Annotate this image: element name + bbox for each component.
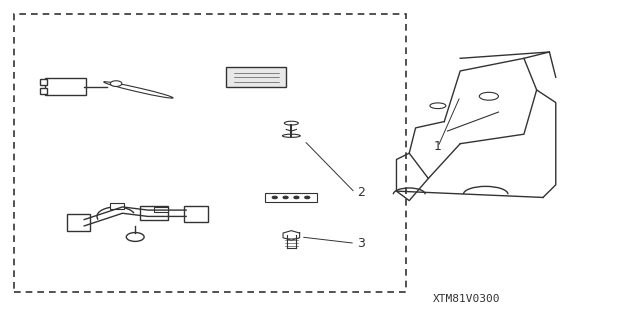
Bar xyxy=(40,79,47,85)
FancyBboxPatch shape xyxy=(45,78,86,95)
Ellipse shape xyxy=(282,134,300,137)
Text: 2: 2 xyxy=(358,186,365,199)
FancyBboxPatch shape xyxy=(67,214,90,231)
Polygon shape xyxy=(283,231,300,240)
Ellipse shape xyxy=(104,82,173,98)
Ellipse shape xyxy=(284,121,298,125)
Text: 1: 1 xyxy=(434,140,442,153)
FancyBboxPatch shape xyxy=(184,206,209,222)
Ellipse shape xyxy=(479,92,499,100)
FancyBboxPatch shape xyxy=(140,206,168,220)
Circle shape xyxy=(126,233,144,241)
Text: XTM81V0300: XTM81V0300 xyxy=(433,293,500,304)
FancyBboxPatch shape xyxy=(227,67,286,87)
Ellipse shape xyxy=(110,81,122,86)
Ellipse shape xyxy=(430,103,446,108)
Circle shape xyxy=(283,196,288,199)
FancyBboxPatch shape xyxy=(265,193,317,202)
Text: 3: 3 xyxy=(358,237,365,250)
Bar xyxy=(109,204,124,209)
Bar xyxy=(154,207,168,212)
Circle shape xyxy=(272,196,277,199)
Bar xyxy=(40,88,47,94)
Circle shape xyxy=(305,196,310,199)
Circle shape xyxy=(294,196,299,199)
